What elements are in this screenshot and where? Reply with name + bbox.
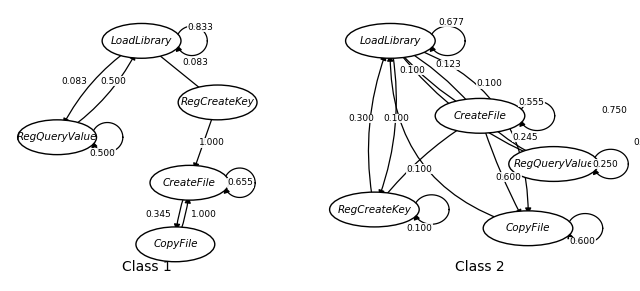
Ellipse shape [346,24,435,58]
Text: 0.100: 0.100 [400,66,426,75]
Ellipse shape [435,98,525,133]
Text: 0.500: 0.500 [100,77,126,86]
Text: 0.750: 0.750 [602,106,627,115]
Text: 0.083: 0.083 [182,58,208,67]
Text: 0.100: 0.100 [477,79,502,88]
Text: 0.655: 0.655 [227,178,253,187]
Text: 0.345: 0.345 [145,210,172,219]
Text: 0.083: 0.083 [61,77,87,86]
Text: 0.100: 0.100 [406,224,432,233]
Ellipse shape [136,227,215,262]
Ellipse shape [509,147,598,181]
Ellipse shape [330,192,419,227]
Text: 0.100: 0.100 [406,165,432,174]
Text: 1.000: 1.000 [199,138,225,147]
Text: CopyFile: CopyFile [506,223,550,233]
Ellipse shape [150,165,229,200]
Text: CreateFile: CreateFile [163,178,216,188]
Text: 0.600: 0.600 [496,173,522,182]
Text: CreateFile: CreateFile [454,111,506,121]
Text: CopyFile: CopyFile [153,239,198,249]
Text: 0.677: 0.677 [438,18,464,26]
Text: 0.400: 0.400 [634,138,640,147]
Text: 0.833: 0.833 [188,23,214,32]
Ellipse shape [483,211,573,246]
Text: 0.245: 0.245 [512,133,538,142]
Text: RegQueryValue: RegQueryValue [513,159,594,169]
Ellipse shape [18,120,97,155]
Text: RegCreateKey: RegCreateKey [337,205,412,214]
Text: 0.300: 0.300 [349,114,374,123]
Text: LoadLibrary: LoadLibrary [360,36,421,46]
Text: RegCreateKey: RegCreateKey [180,97,255,107]
Text: 1.000: 1.000 [191,210,216,219]
Text: 0.250: 0.250 [592,159,618,168]
Ellipse shape [178,85,257,120]
Text: 0.555: 0.555 [518,98,544,107]
Text: LoadLibrary: LoadLibrary [111,36,172,46]
Text: RegQueryValue: RegQueryValue [17,132,97,142]
Ellipse shape [102,24,181,58]
Text: 0.100: 0.100 [384,114,410,123]
Text: Class 2: Class 2 [455,260,505,274]
Text: 0.600: 0.600 [570,237,595,246]
Text: Class 1: Class 1 [122,260,172,274]
Text: 0.500: 0.500 [89,149,115,158]
Text: 0.123: 0.123 [435,61,461,70]
